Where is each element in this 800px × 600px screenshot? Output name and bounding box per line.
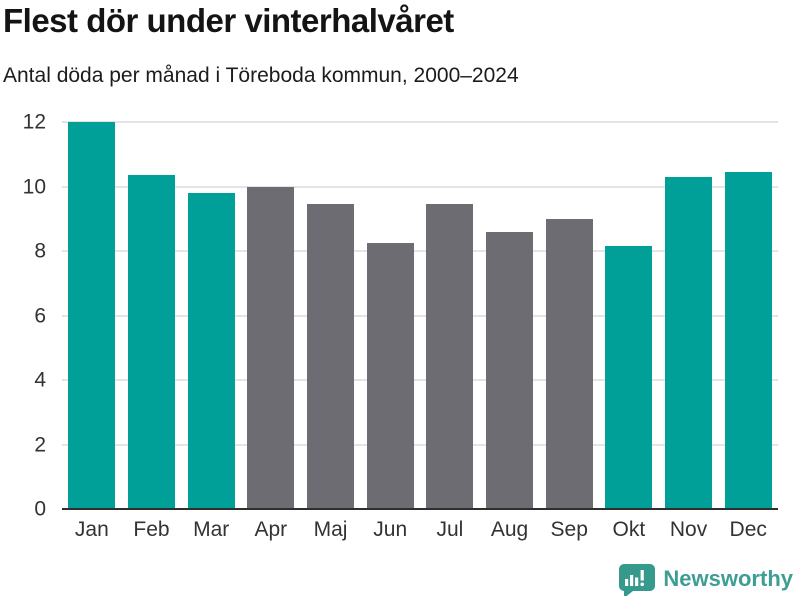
brand-logo: Newsworthy	[617, 562, 793, 596]
x-tick-label-dec: Dec	[729, 518, 767, 541]
bar-slot-jul	[420, 122, 480, 509]
chart-title: Flest dör under vinterhalvåret	[3, 2, 454, 39]
bar-nov	[664, 176, 713, 509]
bar-slot-okt	[599, 122, 659, 509]
x-axis-tick-labels: Jan Feb Mar Apr Maj Jun Jul Aug Sep Okt Nov Dec	[62, 518, 778, 542]
newsworthy-logo-icon	[619, 564, 656, 596]
bar-dec	[724, 172, 772, 509]
bar-slot-sep	[539, 122, 599, 509]
x-tick-label-maj: Maj	[313, 518, 348, 541]
bar-slot-dec	[718, 122, 778, 509]
y-axis-tick-labels: 0 2 4 6 8 10 12	[0, 112, 46, 520]
bar-jun	[366, 242, 414, 509]
bar-slot-feb	[122, 122, 182, 509]
bar-series	[62, 122, 778, 509]
gridline-y-10	[62, 185, 778, 188]
gridline-y-4	[62, 379, 778, 382]
x-tick-label-jan: Jan	[74, 518, 109, 541]
x-tick-label-okt: Okt	[612, 518, 646, 541]
bar-maj	[306, 204, 355, 509]
bar-okt	[605, 246, 653, 509]
bar-aug	[485, 231, 534, 509]
bar-slot-maj	[301, 122, 361, 509]
x-tick-label-apr: Apr	[254, 518, 288, 541]
bar-slot-jan	[62, 122, 122, 509]
brand-name: Newsworthy	[663, 566, 793, 591]
bar-slot-apr	[241, 122, 301, 509]
gridline-y-6	[62, 314, 778, 317]
x-axis-line	[62, 508, 778, 510]
gridline-y-2	[62, 443, 778, 446]
x-tick-label-feb: Feb	[133, 518, 170, 541]
x-tick-label-jul: Jul	[436, 518, 464, 541]
bar-mar	[187, 192, 235, 509]
x-tick-label-jun: Jun	[373, 518, 408, 541]
x-tick-label-sep: Sep	[550, 518, 588, 541]
y-tick-label-2: 2	[34, 433, 46, 457]
bar-apr	[247, 186, 295, 509]
y-tick-label-4: 4	[34, 368, 46, 392]
y-tick-label-6: 6	[34, 304, 46, 327]
bar-jul	[426, 204, 474, 509]
bar-feb	[127, 175, 176, 509]
bar-jan	[68, 122, 116, 509]
y-tick-label-8: 8	[34, 239, 46, 263]
plot-area	[62, 121, 778, 510]
y-tick-label-0: 0	[34, 497, 46, 521]
x-tick-label-nov: Nov	[669, 518, 708, 541]
gridline-y-8	[62, 250, 778, 253]
y-tick-label-12: 12	[22, 110, 46, 134]
bar-slot-mar	[181, 122, 241, 509]
gridline-y-12	[62, 121, 778, 123]
bar-slot-aug	[480, 122, 540, 509]
bar-slot-jun	[360, 122, 420, 509]
bar-slot-nov	[659, 122, 719, 509]
x-tick-label-aug: Aug	[490, 518, 529, 541]
chart-subtitle: Antal döda per månad i Töreboda kommun, …	[3, 64, 519, 87]
bar-sep	[545, 218, 593, 509]
x-tick-label-mar: Mar	[193, 518, 230, 541]
y-tick-label-10: 10	[22, 175, 46, 198]
